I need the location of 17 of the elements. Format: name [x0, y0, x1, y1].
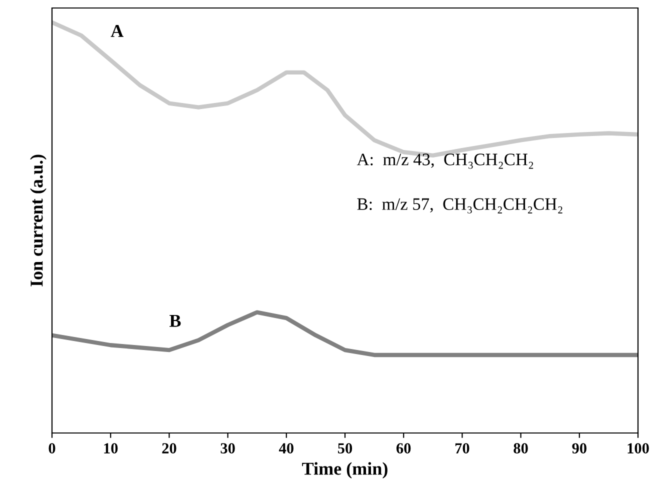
x-axis-title: Time (min): [302, 462, 388, 479]
x-tick-label: 80: [514, 443, 528, 454]
annotation: B: m/z 57, CH₃CH₂CH₂CH₂: [357, 198, 562, 214]
series-label: A: [110, 24, 124, 37]
x-tick-label: 70: [455, 443, 470, 454]
x-tick-label: 90: [572, 443, 586, 454]
x-tick-label: 60: [396, 443, 411, 454]
x-tick-label: 100: [628, 443, 649, 454]
annotation: A: m/z 43, CH₃CH₂CH₂: [356, 154, 534, 169]
x-tick-label: 30: [220, 443, 235, 454]
x-tick-label: 40: [278, 443, 294, 454]
x-tick-label: 50: [338, 443, 352, 454]
y-axis-title: Ion current (a.u.): [30, 154, 46, 286]
x-tick-label: 0: [48, 443, 56, 454]
series-label: B: [170, 314, 181, 327]
x-tick-label: 20: [162, 443, 176, 454]
x-tick-label: 10: [104, 443, 118, 454]
